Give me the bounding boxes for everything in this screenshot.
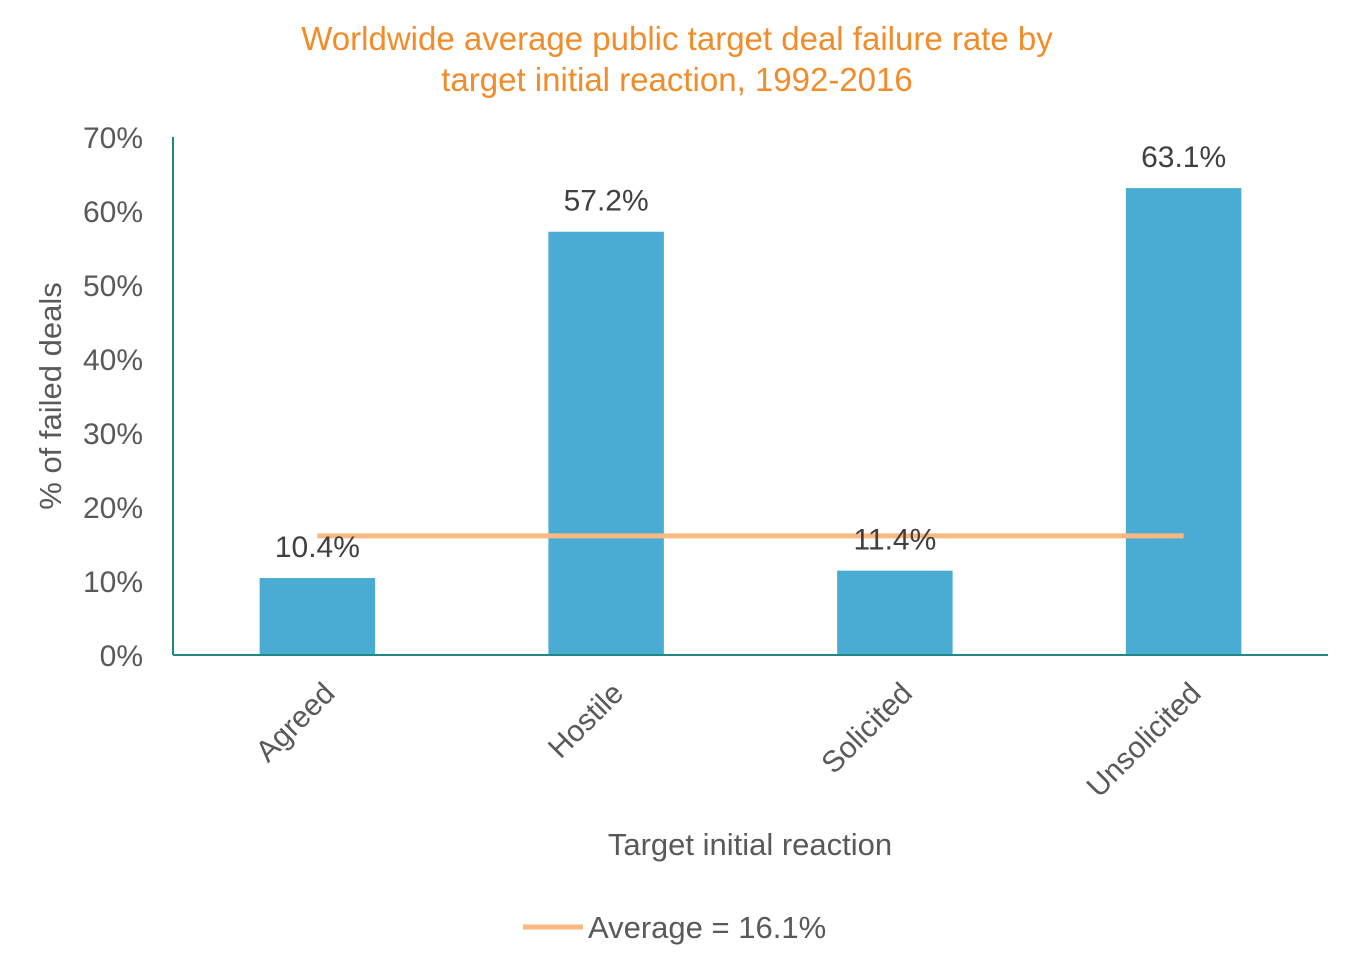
y-tick-label: 50% <box>83 270 143 303</box>
data-label-solicited: 11.4% <box>853 524 936 557</box>
y-tick-label: 30% <box>83 418 143 451</box>
bar-unsolicited <box>1125 188 1242 655</box>
y-tick-label: 70% <box>83 122 143 155</box>
y-tick-label: 60% <box>83 196 143 229</box>
data-label-hostile: 57.2% <box>564 185 649 218</box>
bar-solicited <box>837 570 953 655</box>
y-tick-label: 40% <box>83 344 143 377</box>
y-axis-tick-labels: 0% 10% 20% 30% 40% 50% 60% 70% <box>83 122 143 673</box>
bars <box>259 188 1242 655</box>
data-label-agreed: 10.4% <box>275 531 360 564</box>
data-label-unsolicited: 63.1% <box>1141 141 1226 174</box>
x-axis-title: Target initial reaction <box>608 827 892 862</box>
y-axis-title: % of failed deals <box>33 282 68 509</box>
y-tick-label: 0% <box>100 640 143 673</box>
chart-title-line-1: Worldwide average public target deal fai… <box>301 20 1053 57</box>
y-tick-label: 20% <box>83 492 143 525</box>
x-axis-category-labels: Agreed Hostile Solicited Unsolicited <box>250 677 1208 804</box>
bar-hostile <box>548 231 664 655</box>
legend: Average = 16.1% <box>523 910 826 945</box>
legend-average-label: Average = 16.1% <box>588 910 826 945</box>
y-tick-label: 10% <box>83 566 143 599</box>
chart-title-line-2: target initial reaction, 1992-2016 <box>441 61 912 98</box>
category-label-hostile: Hostile <box>542 677 630 765</box>
category-label-unsolicited: Unsolicited <box>1081 677 1208 804</box>
bar-agreed <box>259 578 376 655</box>
category-label-agreed: Agreed <box>250 677 342 769</box>
category-label-solicited: Solicited <box>815 677 919 781</box>
data-labels: 10.4% 57.2% 11.4% 63.1% <box>275 141 1226 564</box>
chart-title: Worldwide average public target deal fai… <box>301 20 1053 98</box>
